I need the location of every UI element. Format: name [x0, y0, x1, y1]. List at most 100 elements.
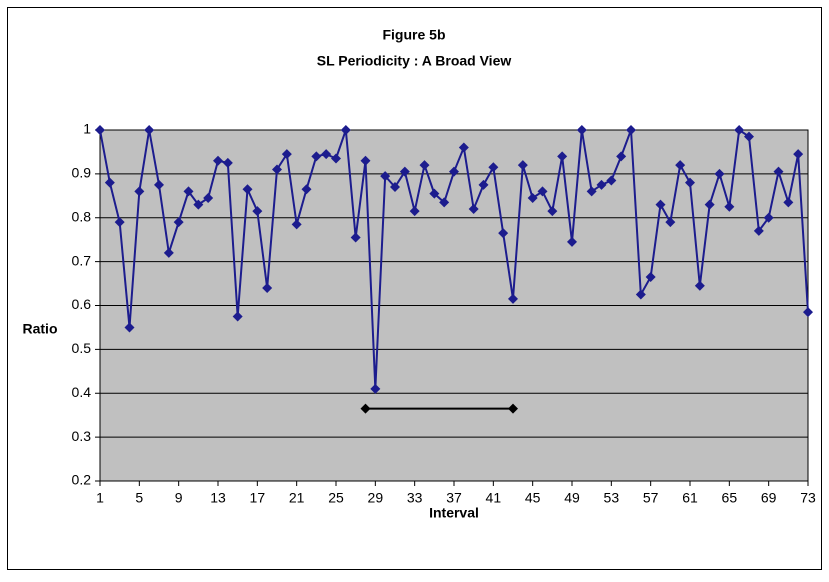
point-marker — [753, 225, 764, 236]
x-tick-label: 49 — [564, 490, 580, 506]
point-marker — [803, 307, 813, 318]
point-marker — [773, 166, 784, 177]
y-tick-label: 0.8 — [72, 208, 92, 224]
point-marker — [350, 232, 361, 243]
x-tick-label: 53 — [604, 490, 620, 506]
point-marker — [242, 184, 253, 195]
x-tick-label: 25 — [328, 490, 344, 506]
point-marker — [301, 184, 312, 195]
point-marker — [331, 153, 341, 164]
x-tick-label: 21 — [289, 490, 305, 506]
point-marker — [281, 149, 292, 160]
chart-subtitle: SL Periodicity : A Broad View — [317, 53, 512, 69]
point-marker — [439, 197, 450, 208]
point-marker — [449, 166, 459, 177]
point-marker — [744, 131, 754, 142]
point-marker — [635, 289, 646, 300]
point-marker — [517, 160, 528, 171]
x-tick-label: 9 — [175, 490, 183, 506]
y-axis-label: Ratio — [23, 321, 58, 337]
chart-title: Figure 5b — [382, 27, 445, 43]
point-marker — [685, 177, 695, 188]
point-marker — [124, 322, 135, 333]
x-tick-label: 57 — [643, 490, 659, 506]
y-tick-label: 0.9 — [72, 165, 92, 181]
point-marker — [154, 179, 164, 190]
point-marker — [390, 182, 400, 193]
point-marker — [321, 149, 332, 160]
x-tick-label: 37 — [446, 490, 462, 506]
point-marker — [655, 199, 666, 210]
point-marker — [586, 186, 597, 197]
point-marker — [468, 203, 479, 214]
point-marker — [488, 162, 499, 173]
point-marker — [576, 125, 587, 135]
point-marker — [527, 193, 538, 204]
point-marker — [763, 212, 774, 223]
x-tick-label: 61 — [682, 490, 698, 506]
point-marker — [694, 280, 705, 291]
point-marker — [547, 206, 558, 217]
point-marker — [606, 175, 617, 186]
point-marker — [173, 217, 184, 228]
point-marker — [95, 125, 105, 135]
x-tick-label: 17 — [250, 490, 266, 506]
point-marker — [311, 151, 322, 162]
point-marker — [252, 206, 263, 217]
point-marker — [213, 155, 223, 166]
point-marker — [360, 155, 371, 166]
x-tick-label: 65 — [722, 490, 738, 506]
point-marker — [163, 247, 174, 258]
y-tick-label: 0.2 — [72, 472, 92, 488]
y-tick-label: 0.4 — [72, 384, 92, 400]
point-marker — [783, 197, 794, 208]
x-tick-label: 73 — [800, 490, 816, 506]
x-tick-label: 1 — [96, 490, 104, 506]
x-axis-label: Interval — [429, 505, 479, 521]
point-marker — [262, 282, 273, 293]
y-tick-label: 0.6 — [72, 296, 92, 312]
point-marker — [567, 236, 577, 247]
point-marker — [616, 151, 627, 162]
y-tick-label: 0.5 — [72, 340, 92, 356]
y-tick-label: 0.3 — [72, 428, 92, 444]
point-marker — [734, 125, 745, 135]
point-marker — [144, 125, 155, 135]
point-marker — [272, 164, 282, 175]
point-marker — [183, 186, 194, 197]
point-marker — [645, 271, 656, 282]
point-marker — [203, 193, 214, 204]
x-tick-label: 69 — [761, 490, 777, 506]
point-marker — [419, 160, 430, 171]
point-marker — [380, 171, 391, 182]
x-tick-label: 29 — [368, 490, 384, 506]
point-marker — [714, 168, 725, 179]
point-marker — [508, 403, 518, 414]
point-marker — [675, 160, 686, 171]
point-marker — [232, 311, 243, 322]
point-marker — [478, 179, 489, 190]
point-marker — [409, 206, 420, 217]
point-marker — [340, 125, 351, 135]
point-marker — [114, 217, 125, 228]
point-marker — [498, 228, 509, 239]
point-marker — [557, 151, 568, 162]
point-marker — [704, 199, 715, 210]
point-marker — [222, 157, 233, 168]
x-tick-label: 5 — [135, 490, 143, 506]
point-marker — [193, 199, 204, 210]
point-marker — [537, 186, 548, 197]
point-marker — [134, 186, 145, 197]
x-tick-label: 41 — [486, 490, 502, 506]
y-tick-label: 0.7 — [72, 252, 92, 268]
x-tick-label: 33 — [407, 490, 423, 506]
point-marker — [458, 142, 469, 153]
x-tick-label: 45 — [525, 490, 541, 506]
y-tick-label: 1 — [83, 121, 91, 137]
point-marker — [291, 219, 302, 230]
point-marker — [665, 217, 676, 228]
point-marker — [360, 403, 371, 414]
point-marker — [508, 293, 518, 304]
point-marker — [104, 177, 115, 188]
